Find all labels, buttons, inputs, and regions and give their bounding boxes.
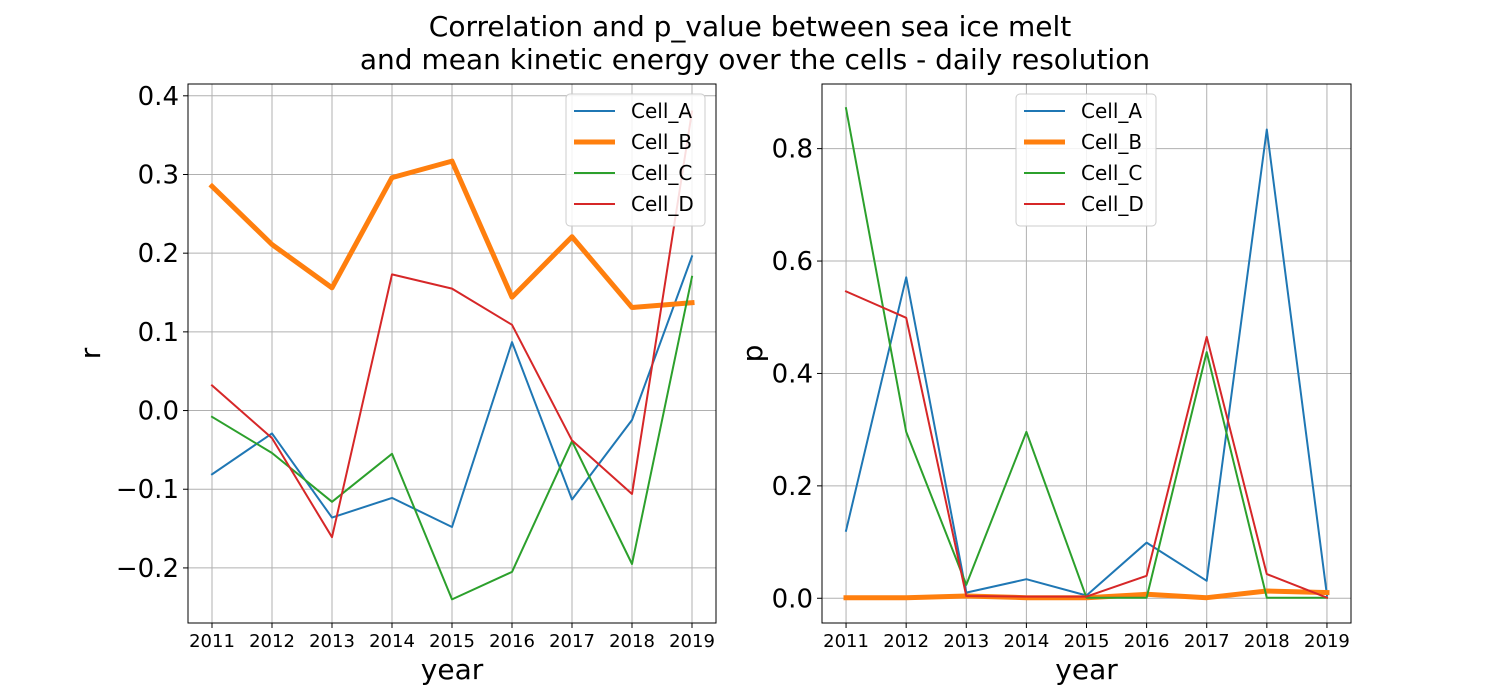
series-line-cell-b [208, 158, 695, 310]
x-tick-label: 2017 [1184, 631, 1230, 652]
y-tick-label: 0.2 [138, 239, 179, 269]
x-tick-label: 2014 [369, 631, 415, 652]
x-tick-label: 2012 [883, 631, 929, 652]
y-tick-label: 0.4 [772, 359, 813, 389]
legend-label: Cell_D [1081, 192, 1144, 216]
y-axis-label: r [74, 347, 107, 359]
chart-title-line-2: and mean kinetic energy over the cells -… [360, 43, 1150, 76]
y-tick-label: 0.8 [772, 135, 813, 165]
series-line-cell-c [844, 107, 1328, 599]
legend-label: Cell_B [1081, 130, 1142, 154]
x-tick-label: 2018 [609, 631, 655, 652]
x-tick-label: 2011 [823, 631, 869, 652]
legend-label: Cell_A [1081, 99, 1142, 123]
legend-label: Cell_A [631, 99, 692, 123]
x-tick-label: 2016 [489, 631, 535, 652]
legend-label: Cell_C [631, 161, 692, 185]
x-tick-label: 2017 [549, 631, 595, 652]
x-tick-label: 2018 [1244, 631, 1290, 652]
y-tick-label: −0.1 [116, 475, 179, 505]
y-tick-label: 0.6 [772, 247, 813, 277]
x-tick-label: 2014 [1003, 631, 1049, 652]
x-axis-label: year [1055, 653, 1118, 686]
y-axis-label: p [736, 345, 769, 363]
y-tick-label: 0.0 [772, 584, 813, 614]
x-tick-label: 2016 [1124, 631, 1170, 652]
x-tick-label: 2015 [1064, 631, 1110, 652]
x-tick-label: 2013 [309, 631, 355, 652]
x-tick-label: 2013 [943, 631, 989, 652]
chart-title-line-1: Correlation and p_value between sea ice … [429, 10, 1071, 43]
y-tick-label: 0.1 [138, 318, 179, 348]
legend-label: Cell_C [1081, 161, 1142, 185]
legend-label: Cell_B [631, 130, 692, 154]
x-tick-label: 2015 [429, 631, 475, 652]
correlation-panel: 2011 2012 2013 2014 2015 2016 2017 2018 2019 −0.2… [74, 82, 717, 686]
p-value-panel: 2011 2012 2013 2014 2015 2016 2017 2018 2019 0.0 0… [736, 83, 1352, 686]
x-tick-label: 2019 [1304, 631, 1350, 652]
legend-box [565, 93, 706, 227]
legend: Cell_A Cell_B Cell_C Cell_D [1015, 93, 1157, 227]
legend-label: Cell_D [631, 192, 694, 216]
y-tick-label: 0.4 [138, 82, 179, 112]
x-tick-label: 2012 [249, 631, 295, 652]
series-line-cell-a [210, 255, 694, 528]
y-tick-label: 0.3 [138, 160, 179, 190]
series-line-cell-d [210, 110, 694, 539]
y-tick-label: 0.0 [138, 397, 179, 427]
series-line-cell-d [844, 290, 1329, 599]
y-tick-label: 0.2 [772, 472, 813, 502]
x-tick-label: 2011 [189, 631, 235, 652]
x-tick-label: 2019 [669, 631, 715, 652]
x-axis-label: year [421, 653, 484, 686]
legend: Cell_A Cell_B Cell_C Cell_D [565, 93, 706, 227]
y-tick-label: −0.2 [116, 554, 179, 584]
legend-box [1015, 93, 1157, 227]
